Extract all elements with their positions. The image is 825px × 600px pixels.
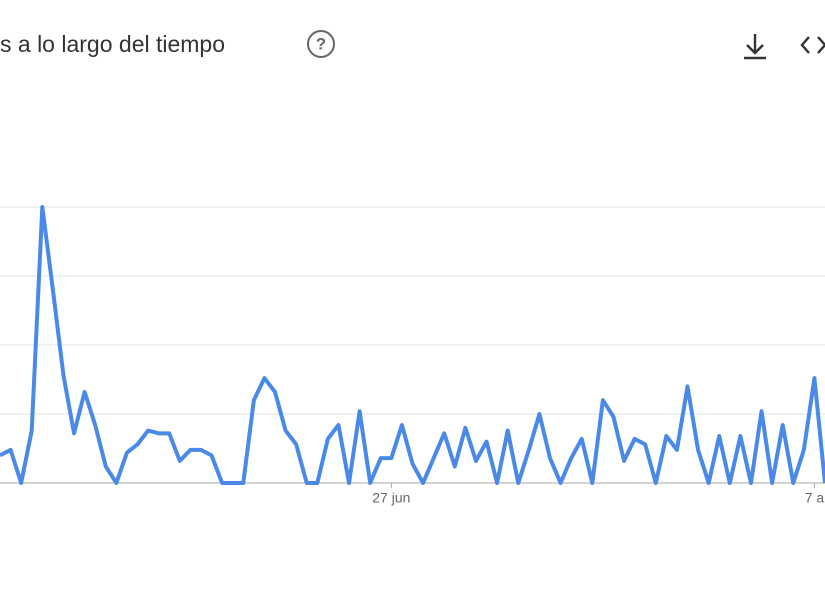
chart-title: s a lo largo del tiempo	[0, 31, 225, 57]
help-icon[interactable]: ?	[307, 30, 335, 58]
x-tick-label: 27 jun	[372, 490, 410, 506]
x-tick-label: 7 a	[805, 490, 825, 506]
download-icon[interactable]	[744, 34, 766, 60]
embed-icon[interactable]	[800, 36, 825, 54]
trend-line	[0, 205, 825, 485]
svg-text:?: ?	[316, 34, 326, 53]
